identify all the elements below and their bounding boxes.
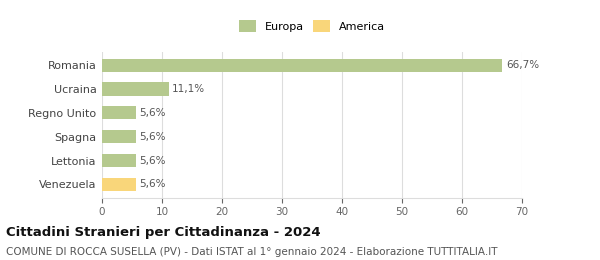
Bar bbox=[102, 82, 169, 96]
Text: 5,6%: 5,6% bbox=[139, 132, 166, 142]
Bar bbox=[102, 154, 136, 167]
Text: 11,1%: 11,1% bbox=[172, 84, 205, 94]
Bar bbox=[102, 58, 502, 72]
Text: Cittadini Stranieri per Cittadinanza - 2024: Cittadini Stranieri per Cittadinanza - 2… bbox=[6, 226, 320, 239]
Legend: Europa, America: Europa, America bbox=[236, 17, 388, 35]
Text: 5,6%: 5,6% bbox=[139, 179, 166, 190]
Text: COMUNE DI ROCCA SUSELLA (PV) - Dati ISTAT al 1° gennaio 2024 - Elaborazione TUTT: COMUNE DI ROCCA SUSELLA (PV) - Dati ISTA… bbox=[6, 247, 497, 257]
Bar bbox=[102, 130, 136, 143]
Text: 5,6%: 5,6% bbox=[139, 108, 166, 118]
Bar bbox=[102, 178, 136, 191]
Text: 5,6%: 5,6% bbox=[139, 155, 166, 166]
Bar bbox=[102, 106, 136, 119]
Text: 66,7%: 66,7% bbox=[506, 60, 539, 70]
